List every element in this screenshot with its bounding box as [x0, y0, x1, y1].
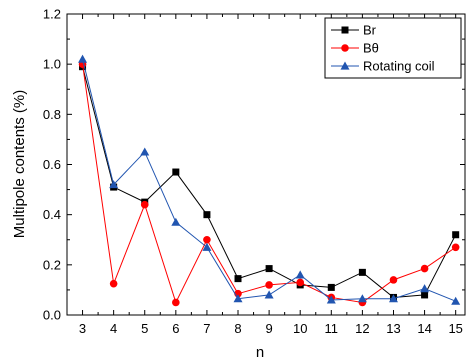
y-tick-label-1: 0.2 [43, 257, 61, 272]
series-2-point-2 [140, 147, 150, 156]
series-0-point-11 [421, 291, 429, 299]
x-tick-label-0: 3 [79, 321, 86, 336]
x-tick-label-1: 4 [110, 321, 117, 336]
tick-marks [66, 13, 465, 316]
series-1-point-12 [451, 243, 460, 252]
series-2-point-10 [388, 294, 398, 303]
series-0-point-3 [172, 168, 180, 176]
series-1-point-4 [203, 235, 211, 244]
y-tick-label-6: 1.2 [43, 7, 61, 22]
y-tick-label-5: 1.0 [43, 57, 61, 72]
x-tick-label-7: 10 [293, 321, 307, 336]
series-2-point-6 [264, 290, 274, 299]
x-tick-label-6: 9 [265, 321, 272, 336]
tick-labels: 3 4 5 6 7 8 9 10 11 12 13 14 15 0.0 0.2 0.4 0.6 0.8 1.0 1.2 [43, 7, 463, 337]
x-tick-label-2: 5 [141, 321, 148, 336]
x-tick-label-10: 13 [386, 321, 400, 336]
series-1-point-10 [389, 276, 398, 284]
series-2 [78, 54, 461, 305]
series-2-point-5 [233, 294, 243, 303]
x-tick-label-11: 14 [417, 321, 431, 336]
legend-marker-1 [341, 44, 349, 52]
series-1-point-1 [109, 279, 118, 288]
x-tick-label-5: 8 [234, 321, 241, 336]
series-2-point-3 [171, 217, 181, 226]
series-1-point-2 [140, 200, 149, 209]
series-line-2 [82, 59, 456, 302]
legend: Br Bθ Rotating coil [324, 17, 462, 79]
series-2-point-9 [357, 294, 367, 303]
y-axis-title: Multipole contents (%) [11, 90, 28, 238]
data-series [78, 54, 461, 307]
x-tick-label-8: 11 [325, 321, 339, 336]
series-1-point-3 [172, 298, 180, 307]
y-tick-label-3: 0.6 [43, 157, 61, 172]
x-tick-label-3: 6 [172, 321, 179, 336]
y-tick-label-2: 0.4 [43, 207, 61, 222]
x-tick-label-9: 12 [355, 321, 369, 336]
series-0-point-12 [452, 231, 460, 239]
legend-label-1: Bθ [363, 41, 379, 56]
series-0 [79, 63, 460, 301]
series-2-point-1 [109, 180, 119, 189]
series-2-point-7 [295, 270, 305, 279]
legend-marker-2 [340, 61, 350, 70]
series-line-0 [82, 66, 457, 298]
series-1-point-7 [296, 278, 305, 287]
series-2-point-4 [202, 242, 212, 251]
x-tick-label-4: 7 [203, 321, 210, 336]
y-tick-label-0: 0.0 [43, 308, 61, 323]
series-2-point-11 [420, 284, 430, 293]
series-2-point-8 [326, 295, 336, 304]
series-0-point-5 [234, 275, 242, 283]
series-0-point-8 [327, 283, 335, 291]
series-0-point-9 [358, 268, 366, 276]
legend-label-2: Rotating coil [363, 59, 435, 74]
series-1-point-6 [265, 281, 273, 289]
series-1-point-11 [420, 264, 429, 273]
x-axis-title: n [256, 344, 264, 361]
x-tick-label-12: 15 [448, 321, 462, 336]
series-0-point-4 [203, 211, 211, 219]
y-tick-label-4: 0.8 [43, 107, 61, 122]
series-0-point-6 [265, 265, 273, 273]
series-2-point-12 [451, 296, 461, 305]
series-2-point-0 [78, 54, 88, 63]
legend-marker-0 [341, 26, 349, 34]
legend-label-0: Br [363, 23, 377, 38]
